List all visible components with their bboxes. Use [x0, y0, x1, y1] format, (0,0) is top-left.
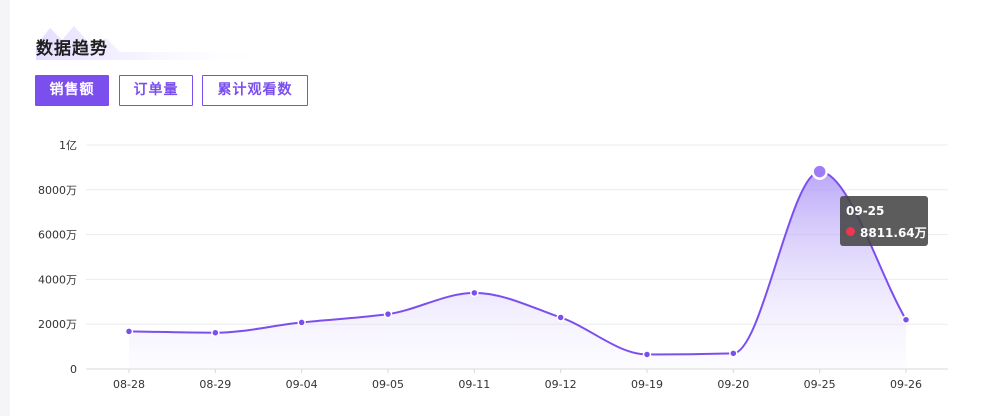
data-point[interactable]: [556, 313, 565, 322]
section-title: 数据趋势: [36, 39, 108, 59]
x-tick-label: 08-28: [113, 378, 145, 391]
highlighted-data-point[interactable]: [811, 163, 828, 180]
x-axis-labels: 08-28 08-29 09-04 09-05 09-11 09-12 09-19 09-20…: [113, 369, 922, 391]
series-area: [129, 171, 906, 369]
y-axis-labels: 0 2000万 4000万 6000万 8000万 1亿: [38, 139, 77, 376]
section-header: 数据趋势: [36, 24, 276, 60]
data-point[interactable]: [211, 328, 220, 337]
y-tick-label: 4000万: [38, 273, 77, 286]
x-tick-label: 09-11: [458, 378, 490, 391]
x-tick-label: 09-19: [631, 378, 663, 391]
x-tick-label: 09-05: [372, 378, 404, 391]
data-point[interactable]: [124, 327, 134, 336]
data-point[interactable]: [470, 288, 479, 298]
data-point[interactable]: [729, 349, 738, 358]
chart-tooltip: 09-25 8811.64万: [840, 196, 928, 246]
tab-sales-amount[interactable]: 销售额: [35, 75, 109, 106]
data-point[interactable]: [642, 350, 652, 359]
y-tick-label: 2000万: [38, 318, 77, 331]
x-tick-label: 09-25: [804, 378, 836, 391]
tooltip-value: 8811.64万: [860, 226, 927, 240]
y-tick-label: 8000万: [38, 184, 77, 197]
x-tick-label: 08-29: [199, 378, 231, 391]
x-tick-label: 09-12: [545, 378, 577, 391]
title-decoration: [36, 26, 276, 60]
y-tick-label: 6000万: [38, 229, 77, 242]
data-point[interactable]: [901, 315, 911, 324]
data-point[interactable]: [297, 318, 306, 327]
y-tick-label: 0: [70, 363, 77, 376]
tab-order-count[interactable]: 订单量: [119, 75, 193, 106]
data-points: [124, 163, 911, 359]
x-tick-label: 09-26: [890, 378, 922, 391]
tab-cumulative-views[interactable]: 累计观看数: [202, 75, 308, 106]
x-tick-label: 09-20: [717, 378, 749, 391]
y-tick-label: 1亿: [59, 139, 77, 152]
tooltip-series-dot-icon: [846, 227, 855, 236]
data-point[interactable]: [383, 309, 393, 319]
tooltip-date: 09-25: [846, 204, 885, 218]
x-tick-label: 09-04: [286, 378, 318, 391]
